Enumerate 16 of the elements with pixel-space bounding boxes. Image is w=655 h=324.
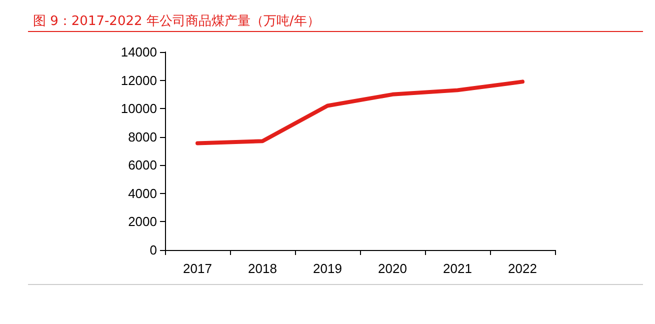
x-tick-label: 2021 [443, 261, 472, 276]
x-tick-label: 2020 [378, 261, 407, 276]
y-tick-label: 0 [150, 242, 157, 258]
y-tick-label: 2000 [128, 214, 157, 230]
y-tick-label: 8000 [128, 129, 157, 144]
y-tick-label: 4000 [128, 186, 157, 201]
line-series [196, 80, 524, 146]
y-tick-label: 14000 [120, 44, 157, 60]
x-tick-label: 2017 [183, 261, 212, 276]
x-tick-label: 2022 [508, 261, 537, 276]
x-tick-label: 2019 [313, 261, 342, 276]
x-tick-label: 2018 [248, 261, 277, 276]
y-tick-label: 12000 [120, 72, 157, 88]
y-tick-label: 10000 [120, 101, 157, 116]
chart-title: 图 9：2017-2022 年公司商品煤产量（万吨/年） [33, 14, 320, 29]
y-tick-label: 6000 [128, 158, 157, 173]
